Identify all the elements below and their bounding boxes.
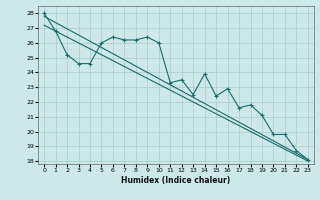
- X-axis label: Humidex (Indice chaleur): Humidex (Indice chaleur): [121, 176, 231, 185]
